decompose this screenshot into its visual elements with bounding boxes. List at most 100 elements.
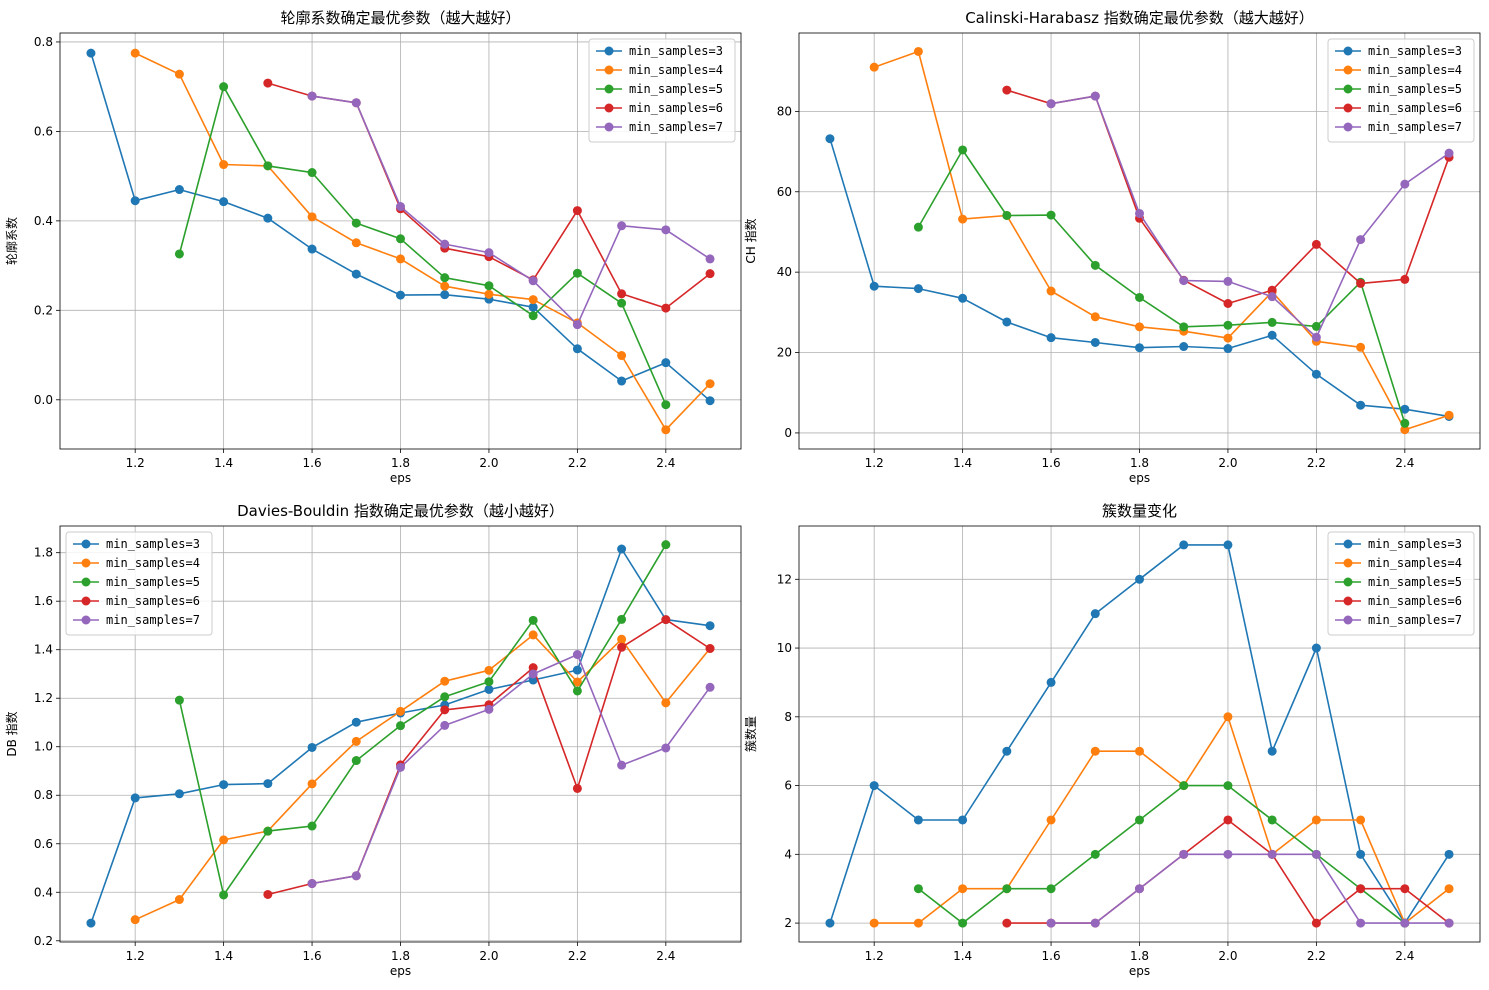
axes-frame <box>798 525 1481 943</box>
data-point <box>661 303 671 313</box>
data-point <box>1444 849 1454 859</box>
data-point <box>1046 99 1056 109</box>
data-point <box>1002 210 1012 220</box>
data-point <box>1046 815 1056 825</box>
x-tick-label: 2.2 <box>1307 456 1326 470</box>
data-point <box>263 161 273 171</box>
y-tick-label: 20 <box>777 346 792 360</box>
x-tick-label: 2.0 <box>1218 456 1237 470</box>
data-point <box>617 289 627 299</box>
x-axis-label: eps <box>1129 471 1150 485</box>
y-axis-label: DB 指数 <box>4 711 19 756</box>
data-point <box>1223 815 1233 825</box>
y-tick-label: 2 <box>784 916 792 930</box>
data-point <box>661 358 671 368</box>
series-line-5 <box>1050 95 1450 339</box>
data-point <box>1135 815 1144 825</box>
data-point <box>1223 344 1233 354</box>
data-point <box>1046 286 1056 296</box>
data-point <box>1400 274 1410 284</box>
data-point <box>1356 278 1366 288</box>
data-point <box>1400 425 1410 435</box>
data-point <box>1179 342 1189 352</box>
x-tick-label: 2.4 <box>1395 456 1414 470</box>
data-point <box>661 540 671 550</box>
data-point <box>1046 918 1056 928</box>
chart-panel-1: 1.2 1.4 1.6 1.8 2.0 2.2 2.4 0.0 0.2 0.4 0.6 0.8 轮廓系数… <box>4 9 742 485</box>
data-point <box>528 311 538 321</box>
x-tick-label: 1.2 <box>126 949 145 963</box>
data-point <box>661 743 671 753</box>
data-point <box>1046 210 1056 220</box>
data-point <box>440 720 450 730</box>
y-tick-label: 80 <box>777 104 792 118</box>
data-point <box>869 62 879 72</box>
data-point <box>263 78 273 88</box>
x-axis-label: eps <box>1129 964 1150 978</box>
data-point <box>1002 884 1012 894</box>
data-point <box>1090 609 1100 619</box>
legend-entry: min_samples=6 <box>106 594 200 608</box>
legend-swatch-marker <box>81 615 91 625</box>
data-point <box>1267 849 1277 859</box>
data-point <box>174 185 184 195</box>
data-point <box>1400 918 1410 928</box>
y-axis-label: 簇数量 <box>743 716 758 752</box>
data-point <box>913 815 923 825</box>
x-tick-label: 1.8 <box>1130 456 1149 470</box>
y-tick-label: 1.8 <box>34 546 53 560</box>
data-point <box>351 98 361 108</box>
y-tick-label: 1.2 <box>34 691 53 705</box>
chart-panel-2: 1.2 1.4 1.6 1.8 2.0 2.2 2.4 0 20 40 60 80 Calinski-H… <box>743 9 1481 485</box>
legend-swatch-marker <box>81 558 91 568</box>
legend-entry: min_samples=6 <box>1368 594 1462 608</box>
data-point <box>351 238 361 248</box>
y-tick-label: 4 <box>784 847 792 861</box>
data-point <box>913 284 923 294</box>
series-line-3 <box>178 85 667 406</box>
legend-entry: min_samples=5 <box>629 82 723 96</box>
x-tick-label: 2.2 <box>1307 949 1326 963</box>
data-point <box>958 145 968 155</box>
data-point <box>528 663 538 673</box>
data-point <box>705 682 715 692</box>
y-tick-label: 0.6 <box>34 124 53 138</box>
data-point <box>1311 849 1321 859</box>
data-point <box>1223 299 1233 309</box>
data-point <box>263 889 273 899</box>
data-point <box>440 273 450 283</box>
data-point <box>1444 410 1454 420</box>
data-point <box>1267 330 1277 340</box>
data-point <box>1267 815 1277 825</box>
legend-entry: min_samples=3 <box>629 44 723 58</box>
data-point <box>705 269 715 279</box>
data-point <box>1135 343 1144 353</box>
legend-box <box>588 38 736 143</box>
data-point <box>1400 179 1410 189</box>
legend-swatch-marker <box>1343 615 1353 625</box>
legend-box <box>65 531 213 636</box>
data-point <box>219 197 229 207</box>
data-point <box>1311 918 1321 928</box>
axes-frame <box>798 32 1481 450</box>
legend-swatch-marker <box>1343 103 1353 113</box>
chart-title: 簇数量变化 <box>1102 502 1177 520</box>
legend-swatch-marker <box>1343 84 1353 94</box>
data-point <box>705 379 715 389</box>
chart-panel-3: 1.2 1.4 1.6 1.8 2.0 2.2 2.4 0.2 0.4 0.6 0.8 1.0 1.2 1… <box>4 502 742 978</box>
y-tick-label: 0.0 <box>34 393 53 407</box>
legend-entry: min_samples=5 <box>1368 575 1462 589</box>
data-point <box>1090 849 1100 859</box>
data-point <box>1090 918 1100 928</box>
x-tick-label: 2.4 <box>656 949 675 963</box>
data-point <box>825 918 835 928</box>
data-point <box>307 168 317 178</box>
x-tick-label: 1.2 <box>865 456 884 470</box>
data-point <box>1267 317 1277 327</box>
y-tick-label: 6 <box>784 779 792 793</box>
data-point <box>307 91 317 101</box>
chart-title: 轮廓系数确定最优参数（越大越好） <box>280 9 520 27</box>
data-point <box>572 206 582 216</box>
y-tick-label: 10 <box>777 641 792 655</box>
legend-swatch-marker <box>604 103 614 113</box>
